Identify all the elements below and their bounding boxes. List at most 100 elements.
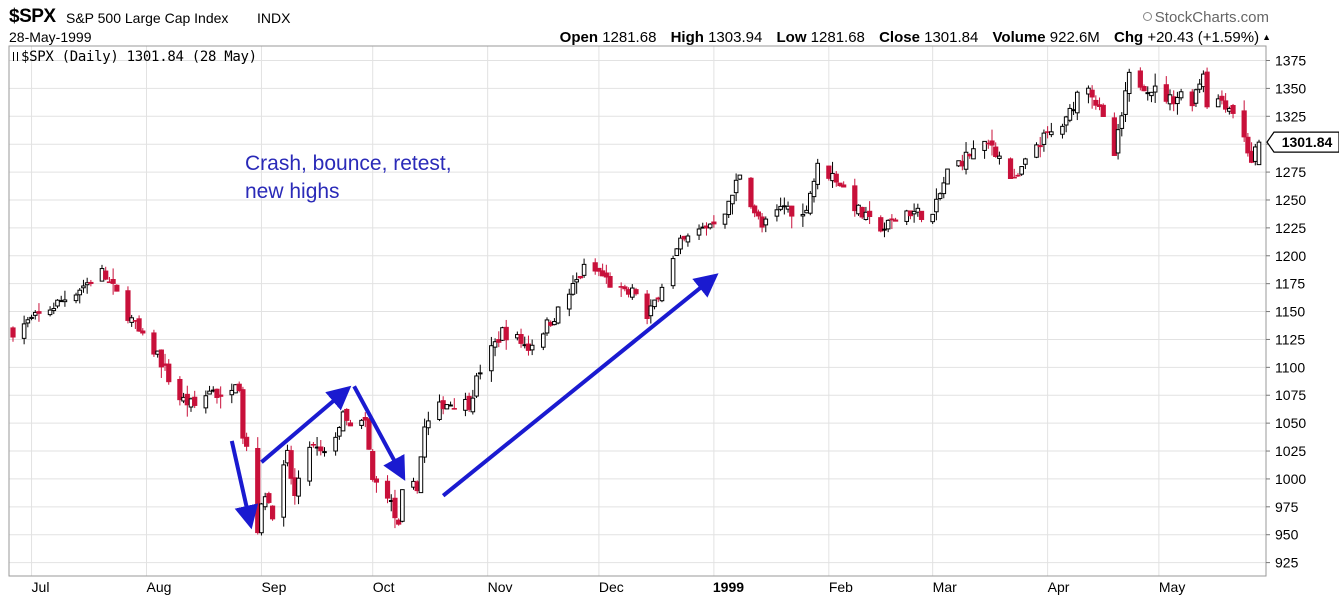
candle-body-up (477, 372, 483, 375)
candle-body-down (1089, 89, 1095, 98)
low-value: 1281.68 (810, 29, 865, 46)
y-tick-label: 1000 (1275, 471, 1306, 487)
candle-body-down (1223, 100, 1229, 110)
x-tick-label: Dec (599, 579, 624, 595)
candle-body-down (384, 480, 391, 499)
candle-body-up (1067, 107, 1073, 121)
candle-body-down (255, 447, 261, 534)
candle-body-up (474, 375, 479, 397)
candle-body-down (833, 173, 839, 183)
candle-body-up (448, 404, 453, 407)
index-name: S&P 500 Large Cap Index (66, 10, 229, 26)
candle-body-down (1015, 174, 1021, 177)
y-tick-label: 1325 (1275, 108, 1306, 124)
candle-body-up (1126, 71, 1132, 95)
candle-body-up (555, 306, 561, 324)
candle-body-down (10, 327, 16, 338)
candle-body-up (489, 345, 494, 372)
brand-text: StockCharts.com (1154, 9, 1269, 26)
brand-logo[interactable]: StockCharts.com (1142, 9, 1269, 26)
y-tick-label: 1125 (1275, 331, 1305, 347)
candle-body-up (737, 174, 743, 180)
candle-body-up (529, 344, 535, 351)
candle-body-down (577, 275, 583, 279)
candle-body-down (518, 334, 524, 344)
annotation-arrow (441, 273, 719, 498)
candle-body-up (971, 148, 976, 160)
candle-body-up (778, 205, 783, 210)
candle-body-up (259, 503, 264, 534)
candle-body-up (934, 198, 939, 213)
candle-body-up (945, 168, 950, 185)
candle-body-down (240, 389, 246, 439)
high-value: 1303.94 (708, 29, 763, 46)
x-tick-label: Aug (147, 579, 172, 595)
candle-body-up (674, 248, 680, 257)
y-tick-label: 1025 (1275, 443, 1306, 459)
candle-body-up (652, 299, 657, 308)
candle-body-up (574, 279, 579, 283)
candle-body-down (496, 339, 502, 343)
candle-body-down (596, 267, 602, 272)
candle-body-down (633, 289, 639, 295)
candle-body-down (878, 217, 884, 232)
last-price-marker: 1301.84 (1266, 131, 1339, 153)
x-tick-label: Jul (32, 579, 50, 595)
x-tick-label: Apr (1048, 579, 1070, 595)
candle-body-up (540, 333, 546, 348)
candle-body-up (963, 151, 969, 170)
y-tick-label: 1075 (1275, 387, 1306, 403)
candle-body-down (867, 210, 873, 218)
y-tick-label: 1150 (1275, 304, 1305, 320)
candle-body-up (307, 446, 312, 482)
candle-body-up (1175, 97, 1180, 105)
candle-body-up (470, 397, 476, 413)
candle-body-down (214, 388, 220, 398)
candle-body-up (811, 180, 817, 198)
exchange-label: INDX (257, 10, 291, 26)
y-tick-label: 1250 (1275, 192, 1306, 208)
candle-body-up (659, 286, 665, 302)
candle-body-down (841, 184, 847, 188)
gridlines (9, 46, 1266, 576)
candle-body-down (114, 284, 120, 292)
candle-body-up (782, 205, 787, 208)
candle-body-up (930, 213, 935, 223)
candle-body-up (207, 390, 212, 395)
candle-body-up (1071, 109, 1076, 112)
candle-body-up (1119, 115, 1125, 129)
y-tick-label: 1350 (1275, 80, 1306, 96)
candle-body-up (1034, 144, 1039, 158)
candle-body-down (622, 286, 628, 290)
candle-body-up (544, 319, 550, 334)
candle-body-up (1152, 85, 1158, 93)
candle-body-down (366, 418, 372, 450)
candle-body-up (570, 283, 576, 295)
candle-body-up (915, 207, 921, 213)
ohlc-summary: Open 1281.68 High 1303.94 Low 1281.68 Cl… (560, 29, 1271, 46)
candle-body-up (581, 263, 587, 276)
candle-body-up (1193, 89, 1199, 104)
annotation-line-2: new highs (245, 180, 340, 203)
candle-body-up (937, 193, 943, 199)
candle-body-up (678, 237, 683, 250)
candle-body-down (1230, 105, 1236, 114)
candle-body-down (136, 318, 142, 332)
candle-body-up (47, 309, 53, 316)
candle-body-up (670, 258, 676, 287)
candle-body-up (1115, 129, 1121, 154)
x-tick-label: May (1159, 579, 1185, 595)
candlestick-series (10, 67, 1262, 536)
candle-body-up (763, 218, 769, 226)
candle-body-down (592, 262, 598, 272)
candle-body-down (269, 505, 276, 520)
x-tick-label: Mar (933, 579, 957, 595)
candle-body-up (882, 228, 887, 231)
candle-legend-icon (13, 52, 18, 61)
candle-body-up (1178, 91, 1184, 99)
y-tick-label: 975 (1275, 499, 1299, 515)
candle-body-down (236, 383, 242, 391)
candle-body-down (989, 140, 995, 146)
candle-body-up (804, 209, 809, 214)
candle-body-up (203, 395, 209, 409)
